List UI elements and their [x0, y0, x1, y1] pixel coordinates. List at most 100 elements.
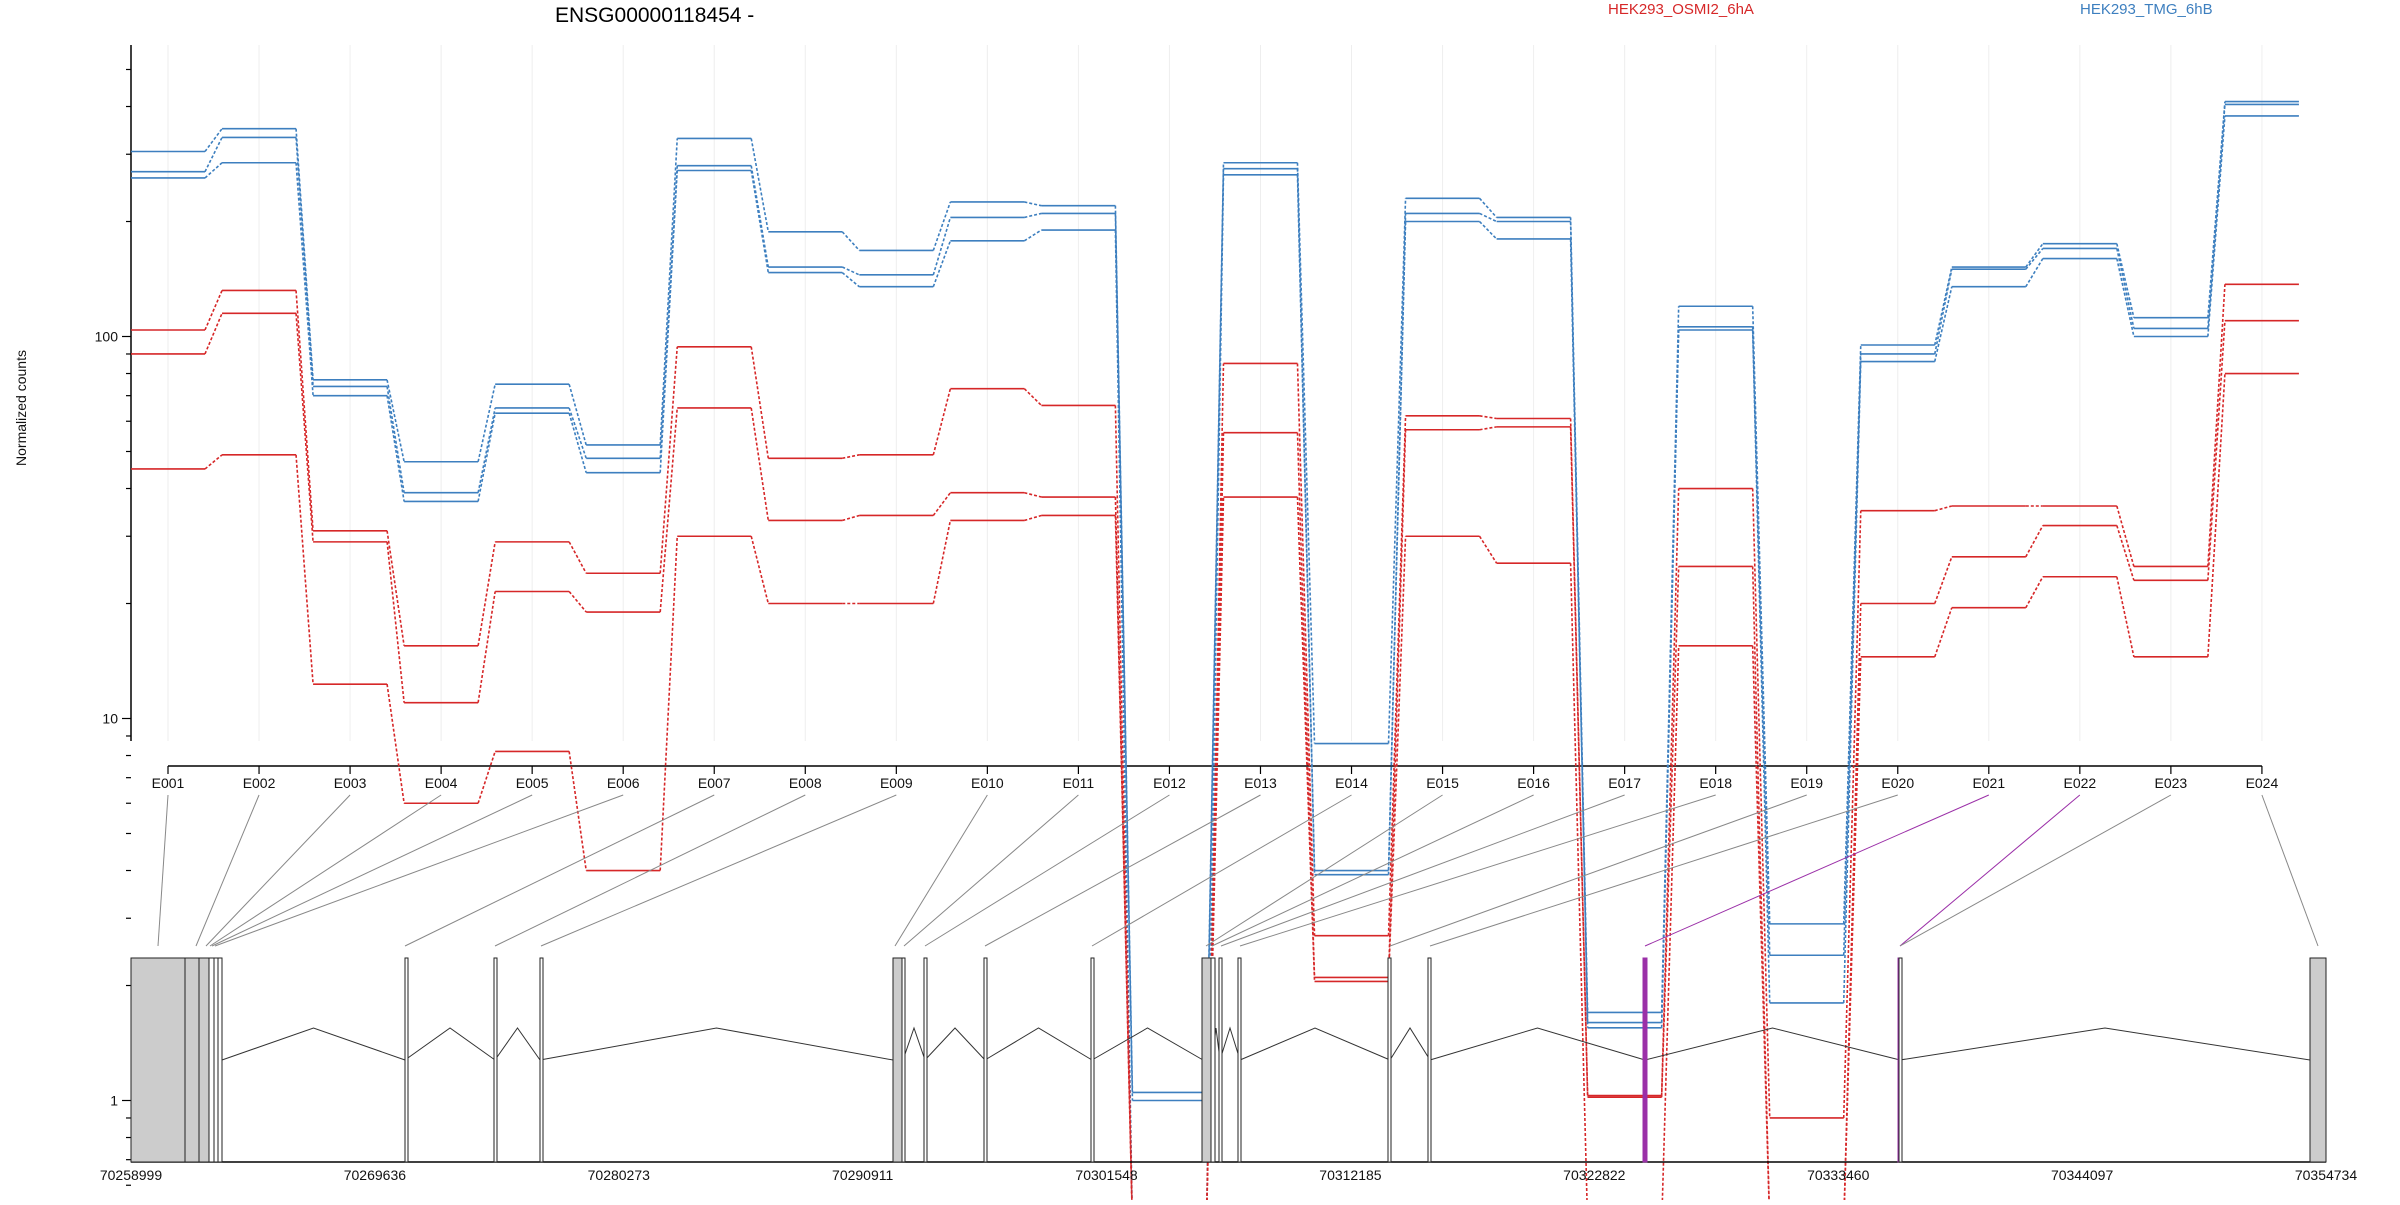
data-connector [2116, 248, 2135, 329]
intron-line [494, 1027, 541, 1061]
intron-line [1091, 1027, 1204, 1061]
legend-entry-tmg: HEK293_TMG_6hB [2080, 1, 2213, 18]
intron-line [1389, 1027, 1431, 1061]
intron-line [924, 1027, 986, 1061]
intron-line [1219, 1026, 1241, 1061]
exon-box-e011 [901, 957, 906, 1163]
data-connector [1933, 286, 1953, 362]
connector-e017 [1220, 794, 1625, 947]
data-connector [2025, 247, 2044, 270]
data-connector [750, 407, 770, 521]
exon-box-e019 [1387, 957, 1392, 1163]
connector-e004 [209, 794, 442, 947]
genomic-tick-label: 70258999 [100, 1167, 163, 1183]
connector-e010 [894, 794, 988, 947]
data-connector [2116, 258, 2135, 337]
data-connector [204, 162, 223, 179]
genomic-tick-label: 70312185 [1319, 1167, 1382, 1183]
intron-line [221, 1027, 406, 1061]
data-connector [1479, 415, 1497, 420]
data-connector [1387, 429, 1407, 978]
data-connector [750, 346, 770, 459]
genomic-tick-label: 70344097 [2051, 1167, 2114, 1183]
x-tick-label-e006: E006 [607, 775, 640, 791]
data-connector [1478, 535, 1498, 564]
x-tick-label-e008: E008 [789, 775, 822, 791]
x-tick-label-e007: E007 [698, 775, 731, 791]
data-connector [1024, 201, 1042, 207]
series-tmg-rep3 [131, 115, 2299, 1205]
x-tick-label-e002: E002 [243, 775, 276, 791]
data-connector [1843, 656, 1862, 1205]
data-connector [750, 536, 770, 604]
series-osmi2-rep1 [131, 283, 2299, 1205]
data-connector [568, 407, 587, 459]
data-connector [295, 137, 314, 387]
connector-e022 [1899, 794, 2081, 947]
data-connector [2207, 115, 2226, 337]
x-tick-label-e011: E011 [1063, 775, 1095, 791]
data-connector [295, 454, 314, 685]
exon-box-e016 [1210, 957, 1216, 1163]
connector-e024 [2261, 794, 2319, 947]
data-connector [1933, 269, 1953, 355]
x-tick-label-e018: E018 [1699, 775, 1732, 791]
data-connector [1751, 329, 1771, 1004]
exon-box-e013 [983, 957, 988, 1163]
data-connector [1478, 197, 1498, 218]
series-tmg-rep1 [131, 100, 2299, 1094]
genomic-tick-label: 70301548 [1075, 1167, 1138, 1183]
data-connector [1660, 329, 1680, 1023]
intron-line [1644, 1027, 1901, 1061]
x-tick-label-e021: E021 [1972, 775, 2005, 791]
data-connector [1114, 515, 1133, 1205]
data-connector [1660, 566, 1680, 1098]
data-connector [2207, 320, 2226, 581]
x-tick-label-e016: E016 [1517, 775, 1550, 791]
exon-box-e004 [208, 957, 215, 1163]
connector-e008 [494, 794, 806, 947]
text-layer: ENSG00000118454 - HEK293_OSMI2_6hA HEK29… [13, 1, 2357, 1183]
data-connector [1478, 220, 1498, 240]
data-connector [932, 388, 952, 456]
connector-e003 [205, 794, 351, 947]
exon-connector-layer [157, 794, 2319, 947]
data-connector [2207, 101, 2226, 318]
data-connector [1387, 536, 1407, 982]
connector-e019 [1389, 794, 1807, 947]
data-connector [750, 138, 770, 232]
data-connector [1569, 426, 1589, 1098]
data-connector [1751, 645, 1770, 1205]
connector-e006 [214, 794, 624, 947]
connector-e015 [1205, 794, 1443, 947]
x-tick-label-e022: E022 [2063, 775, 2096, 791]
x-tick-label-e001: E001 [152, 775, 185, 791]
exon-box-e009 [539, 957, 544, 1163]
data-connector [204, 454, 223, 470]
y-tick-label: 10 [102, 711, 118, 727]
data-connector [659, 138, 679, 446]
data-connector [1934, 556, 1953, 604]
intron-line [1239, 1027, 1391, 1061]
data-connector [1842, 510, 1862, 1119]
connector-e007 [404, 794, 715, 947]
y-axis-label: Normalized counts [13, 350, 29, 466]
y-tick-label: 1 [110, 1093, 118, 1109]
data-connector [386, 379, 405, 462]
data-connector [477, 384, 496, 462]
data-connector [1114, 405, 1133, 1205]
exon-box-e017 [1218, 957, 1223, 1163]
data-connector [1296, 496, 1316, 982]
data-connector [1842, 361, 1862, 1004]
data-connector [842, 454, 860, 460]
data-connector [1934, 505, 1953, 512]
exon-box-e024 [2309, 957, 2327, 1163]
data-connector [932, 201, 952, 251]
x-tick-label-e009: E009 [880, 775, 913, 791]
data-connector [2116, 505, 2135, 567]
intron-line [1429, 1027, 1646, 1061]
data-connector [2025, 258, 2044, 288]
x-tick-label-e019: E019 [1790, 775, 1823, 791]
genomic-tick-label: 70322822 [1563, 1167, 1626, 1183]
